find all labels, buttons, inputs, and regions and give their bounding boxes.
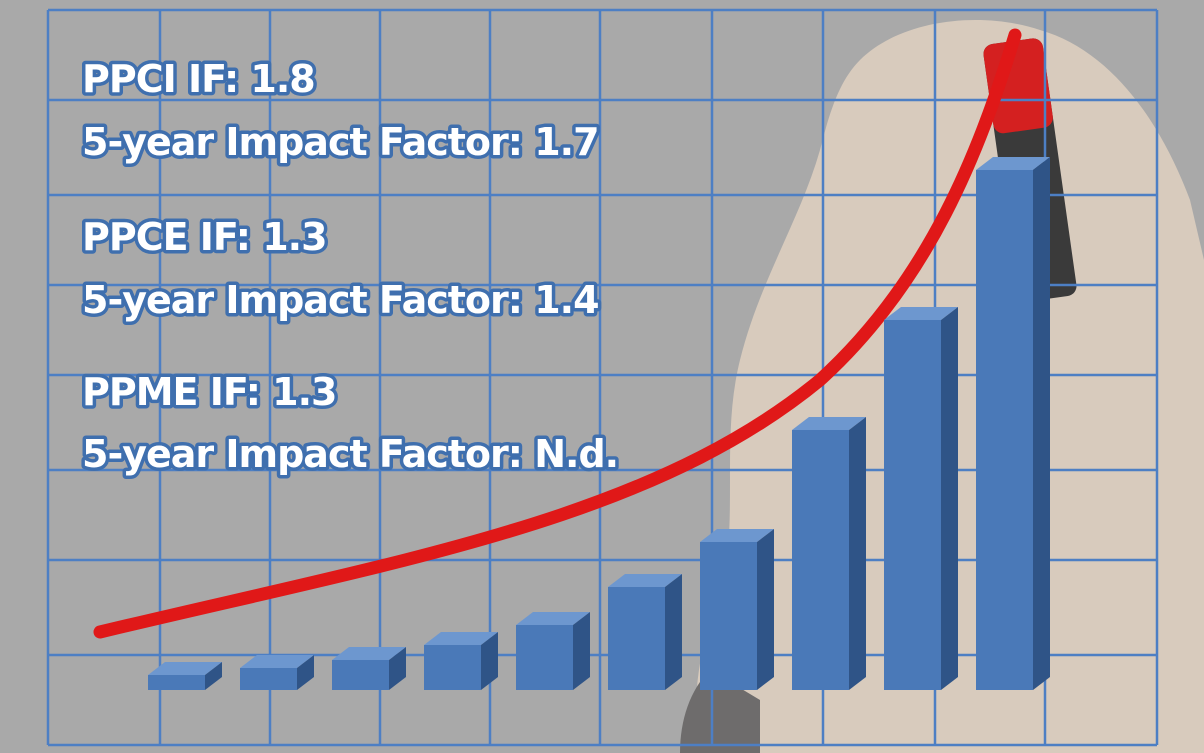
bar-side: [389, 647, 406, 690]
impact-factor: PPCI IF: 1.8: [82, 57, 315, 101]
bar-top: [608, 574, 682, 587]
bar-front: [976, 170, 1033, 690]
bar-top: [332, 647, 406, 660]
impact-factor: PPME IF: 1.3: [82, 370, 336, 414]
bar-top: [976, 157, 1050, 170]
bar-top: [424, 632, 498, 645]
bar-side: [849, 417, 866, 690]
five-year-impact-factor: 5-year Impact Factor: 1.7: [82, 120, 599, 164]
five-year-impact-factor: 5-year Impact Factor: N.d.: [82, 432, 618, 476]
bar-side: [1033, 157, 1050, 690]
bar-front: [424, 645, 481, 690]
bar-side: [757, 529, 774, 690]
bar-front: [700, 542, 757, 690]
impact-factor: PPCE IF: 1.3: [82, 215, 327, 259]
bar-side: [665, 574, 682, 690]
bar-side: [481, 632, 498, 690]
bar-top: [792, 417, 866, 430]
bar-front: [792, 430, 849, 690]
bar-front: [608, 587, 665, 690]
bar-front: [516, 625, 573, 690]
bar-top: [148, 662, 222, 675]
labels: PPCI IF: 1.8 5-year Impact Factor: 1.7 PPC…: [79, 54, 623, 480]
bar-top: [516, 612, 590, 625]
bars: [148, 157, 1050, 690]
bar-top: [884, 307, 958, 320]
bar-top: [700, 529, 774, 542]
bar-front: [240, 668, 297, 690]
sleeve: [680, 670, 760, 753]
bar-top: [240, 655, 314, 668]
bar-side: [941, 307, 958, 690]
bar-front: [332, 660, 389, 690]
bar-front: [148, 675, 205, 690]
bar-front: [884, 320, 941, 690]
trend-curve: [93, 28, 1022, 639]
five-year-impact-factor: 5-year Impact Factor: 1.4: [82, 278, 599, 322]
bar-side: [297, 655, 314, 690]
bar-side: [205, 662, 222, 690]
bar-side: [573, 612, 590, 690]
